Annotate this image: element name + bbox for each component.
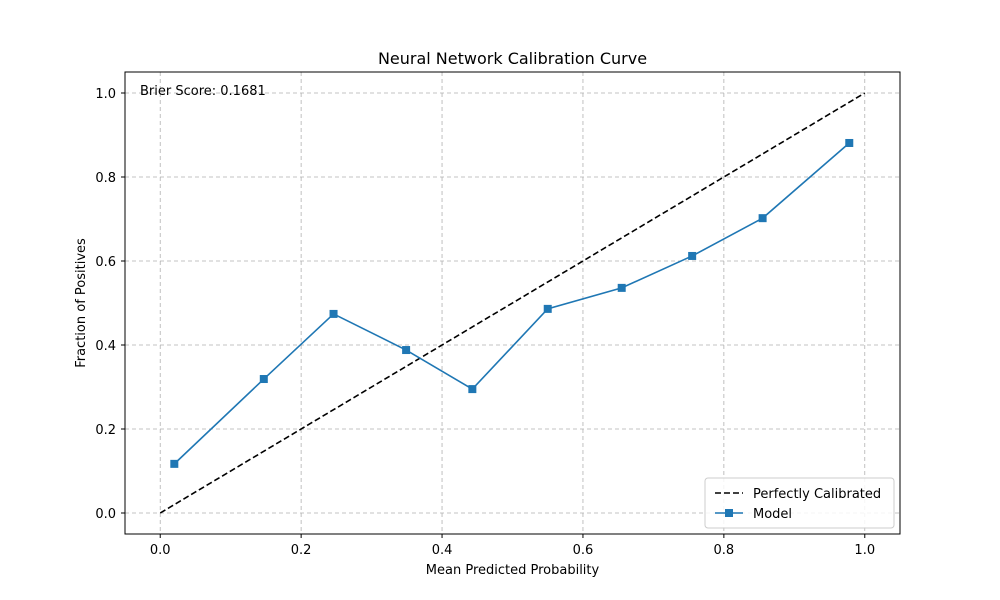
ticks: 0.0 0.2 0.4 0.6 0.8 1.0 0.0 0.2 0.4 0.6 0.8 1.0 [95,87,875,558]
data-point [758,214,767,223]
brier-score-annotation: Brier Score: 0.1681 [140,84,266,99]
data-point [402,346,411,355]
data-point [329,309,338,318]
data-point [468,385,477,394]
data-point [845,138,854,147]
series-line-perfectly-calibrated [159,92,866,514]
data-point [259,375,268,384]
y-tick-label: 0.2 [95,423,116,438]
x-tick-label: 0.2 [291,543,312,558]
y-tick-label: 1.0 [95,87,116,102]
y-tick-label: 0.0 [95,507,116,522]
legend-box [704,477,895,529]
y-axis-label: Fraction of Positives [74,238,89,368]
legend-label: Perfectly Calibrated [753,487,881,502]
x-tick-label: 0.8 [714,543,735,558]
y-tick-label: 0.4 [95,339,116,354]
plot-frame [124,71,901,535]
series-line-model [173,142,850,465]
x-tick-label: 0.0 [150,543,171,558]
x-tick-label: 0.4 [432,543,453,558]
chart-title: Neural Network Calibration Curve [378,49,647,68]
data-point [688,251,697,260]
x-tick-label: 0.6 [573,543,594,558]
y-tick-label: 0.6 [95,255,116,270]
x-tick-label: 1.0 [854,543,875,558]
legend-marker [725,509,733,517]
y-tick-label: 0.8 [95,171,116,186]
data-point [543,304,552,313]
data-point [170,459,179,468]
grid [125,72,900,534]
series-layer [159,92,866,514]
data-point [617,283,626,292]
legend: Perfectly Calibrated Model [704,477,895,529]
legend-label: Model [753,507,792,522]
x-axis-label: Mean Predicted Probability [426,563,600,578]
